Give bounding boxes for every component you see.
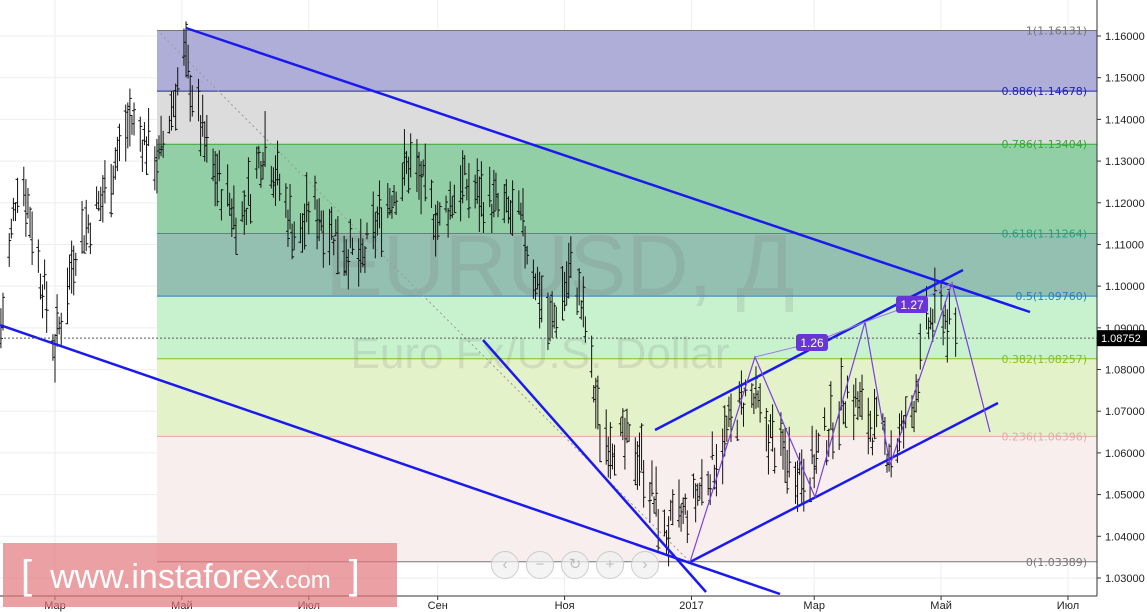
trend-line (689, 401, 999, 564)
fib-trend-line (156, 29, 691, 563)
chart-nav: ‹ − ↻ + › (491, 551, 659, 579)
watermark-bracket: ] (348, 553, 360, 597)
price-tick-label: 1.05000 (1105, 490, 1145, 502)
price-tick-label: 1.11000 (1105, 239, 1144, 251)
zoom-out-button[interactable]: − (526, 551, 554, 579)
price-tick-label: 1.04000 (1105, 531, 1145, 543)
fib-level-label: 0.382(1.08257) (1001, 353, 1087, 366)
scroll-left-button[interactable]: ‹ (491, 551, 519, 579)
fib-level-label: 0.236(1.06396) (1001, 430, 1087, 443)
price-axis-bg (1097, 0, 1147, 612)
price-tick-label: 1.07000 (1105, 406, 1145, 418)
price-tick-label: 1.12000 (1105, 198, 1145, 210)
price-tick-label: 1.10000 (1105, 281, 1145, 293)
current-price-label: 1.08752 (1101, 333, 1141, 345)
price-tick-label: 1.13000 (1105, 156, 1145, 168)
pattern-ratio-label: 1.27 (900, 298, 924, 312)
time-tick-label: Сен (428, 600, 448, 612)
time-tick-label: Мар (803, 600, 825, 612)
reset-button[interactable]: ↻ (561, 551, 589, 579)
current-price-marker (1097, 330, 1147, 347)
price-tick-label: 1.06000 (1105, 448, 1145, 460)
zoom-in-button[interactable]: + (596, 551, 624, 579)
fib-level-label: 0.786(1.13404) (1001, 138, 1087, 151)
fib-zone (157, 144, 1097, 234)
trend-line (482, 339, 707, 593)
pattern-label-box (896, 296, 928, 313)
watermark-suffix: .com (278, 567, 331, 594)
price-tick-label: 1.16000 (1105, 31, 1145, 43)
time-tick-label: Май (930, 600, 952, 612)
instaforex-watermark: [ www.instaforex.com] (3, 543, 397, 607)
fib-level-label: 1(1.16131) (1026, 25, 1087, 38)
fib-level-label: 0.886(1.14678) (1001, 85, 1087, 98)
price-tick-label: 1.15000 (1105, 73, 1145, 85)
price-tick-label: 1.08000 (1105, 365, 1145, 377)
scroll-right-button[interactable]: › (631, 551, 659, 579)
trend-line (185, 26, 1031, 314)
symbol-description-watermark: Euro Fx/U.S. Dollar (351, 329, 730, 378)
trend-line (0, 323, 781, 596)
watermark-bracket: [ (21, 553, 33, 597)
fib-level-label: 0(1.03389) (1026, 556, 1087, 569)
pattern-ratio-label: 1.26 (800, 336, 824, 350)
price-tick-label: 1.03000 (1105, 573, 1145, 585)
symbol-watermark: EURUSD, Д (325, 218, 794, 314)
fib-zone (157, 91, 1097, 145)
price-tick-label: 1.14000 (1105, 114, 1145, 126)
fib-level-label: 0.618(1.11264) (1001, 227, 1087, 240)
fib-level-label: 0.5(1.09760) (1015, 290, 1087, 303)
fib-zone (157, 233, 1097, 297)
time-tick-label: 2017 (679, 600, 703, 612)
time-tick-label: Ноя (555, 600, 575, 612)
fib-zone (157, 30, 1097, 92)
time-tick-label: Июл (1057, 600, 1079, 612)
fib-zone (157, 296, 1097, 359)
watermark-text: www.instaforex (50, 558, 279, 596)
